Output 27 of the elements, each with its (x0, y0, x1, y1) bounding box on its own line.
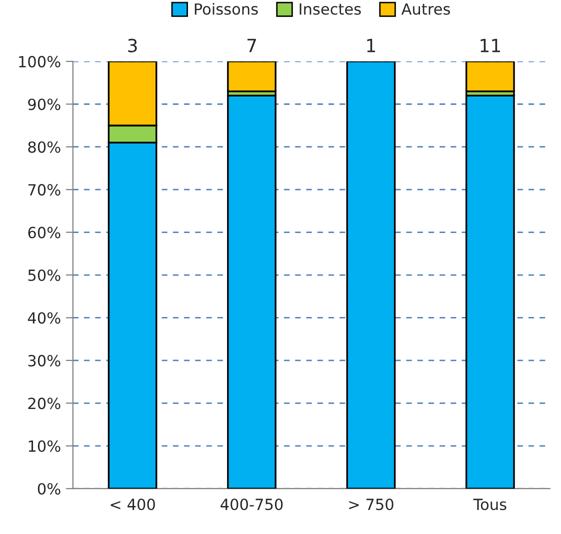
y-tick-label: 50% (28, 269, 60, 282)
y-tick-label: 30% (28, 354, 60, 366)
y-tick-label: 0% (38, 483, 60, 495)
bar (227, 94, 276, 489)
y-tick-label: 20% (28, 398, 60, 410)
y-tick-label: 40% (28, 312, 60, 324)
y-tick-label: 90% (28, 98, 60, 110)
x-tick-label: Tous (473, 498, 506, 510)
bar (346, 61, 396, 489)
x-tick-label: > 750 (349, 498, 394, 510)
y-tick-label: 10% (28, 440, 60, 452)
legend-label: Autres (401, 3, 450, 15)
bar (465, 94, 515, 489)
y-tick-label: 70% (28, 184, 60, 196)
annotation: 3 (128, 38, 137, 52)
y-tick-label: 60% (28, 226, 60, 238)
annotation: 11 (480, 38, 500, 52)
annotation: 7 (247, 38, 256, 52)
bar (227, 61, 276, 92)
y-tick-label: 80% (28, 141, 60, 153)
annotation: 1 (367, 38, 376, 52)
legend-label: Poissons (194, 2, 258, 15)
legend-label: Insectes (300, 3, 361, 15)
x-tick-label: < 400 (110, 498, 155, 510)
x-tick-label: 400-750 (220, 498, 283, 510)
y-tick-label: 100% (19, 56, 60, 68)
bar (465, 61, 515, 92)
